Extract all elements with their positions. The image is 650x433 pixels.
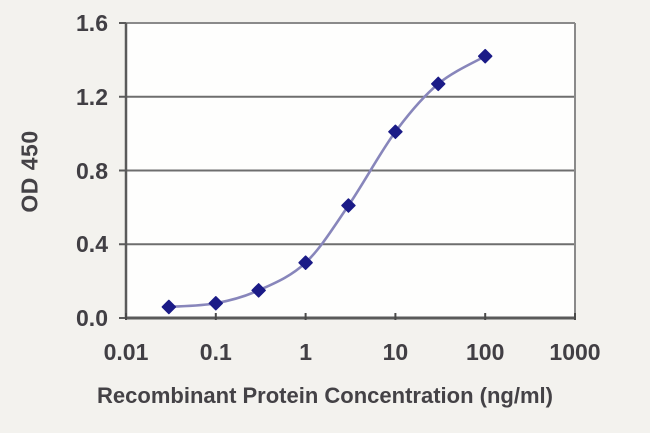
data-point-marker xyxy=(388,124,403,140)
x-axis-title: Recombinant Protein Concentration (ng/ml… xyxy=(97,383,553,408)
x-tick-label: 10 xyxy=(382,339,409,365)
y-axis-title: OD 450 xyxy=(16,130,43,213)
x-tick-label: 0.1 xyxy=(199,339,232,365)
data-point-marker xyxy=(251,283,266,298)
data-point-marker xyxy=(208,296,224,311)
data-point-marker xyxy=(430,76,446,92)
data-point-marker xyxy=(298,255,313,270)
y-tick-label: 0.4 xyxy=(76,231,108,258)
y-tick-label: 1.6 xyxy=(76,10,108,36)
y-tick-label: 1.2 xyxy=(76,83,108,110)
y-tick-label: 0.8 xyxy=(76,157,108,184)
y-tick-label: 0.0 xyxy=(76,305,108,331)
x-tick-label: 1 xyxy=(299,339,312,365)
data-point-marker xyxy=(341,198,356,213)
data-point-marker xyxy=(477,48,493,64)
x-tick-label: 100 xyxy=(466,339,505,365)
data-point-marker xyxy=(161,299,177,315)
series-line xyxy=(167,54,487,309)
x-tick-label: 0.01 xyxy=(103,339,149,365)
x-tick-label: 1000 xyxy=(549,339,601,365)
